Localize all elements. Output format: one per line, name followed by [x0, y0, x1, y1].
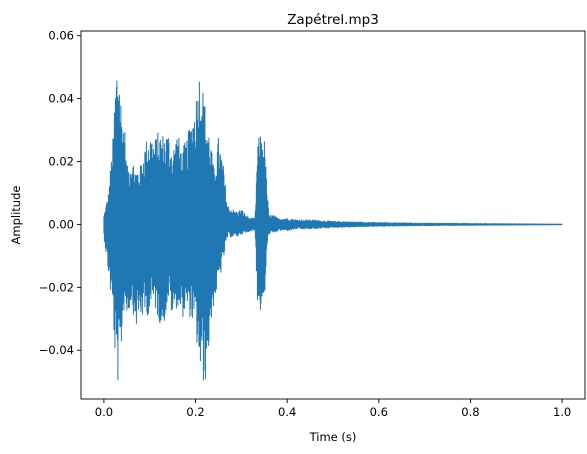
plot-area: [103, 80, 563, 381]
x-axis-title: Time (s): [309, 430, 357, 444]
y-tick-label: 0.04: [48, 92, 74, 106]
chart-title: Zapétrel.mp3: [287, 12, 379, 28]
y-tick-label: 0.06: [48, 29, 74, 43]
x-tick-label: 0.8: [461, 405, 479, 419]
waveform-series: [103, 80, 563, 381]
x-axis: 0.0 0.2 0.4 0.6 0.8 1.0: [95, 399, 571, 419]
y-tick-label: −0.04: [39, 343, 74, 357]
y-axis-title: Amplitude: [9, 186, 23, 245]
y-tick-label: 0.00: [48, 217, 74, 231]
x-tick-label: 0.4: [278, 405, 296, 419]
y-tick-label: 0.02: [48, 155, 74, 169]
y-axis: −0.04 −0.02 0.00 0.02 0.04 0.06: [39, 29, 81, 357]
x-tick-label: 1.0: [553, 405, 571, 419]
x-tick-label: 0.2: [186, 405, 204, 419]
x-tick-label: 0.0: [95, 405, 113, 419]
y-tick-label: −0.02: [39, 280, 74, 294]
axes-frame: [80, 30, 586, 400]
x-tick-label: 0.6: [370, 405, 388, 419]
